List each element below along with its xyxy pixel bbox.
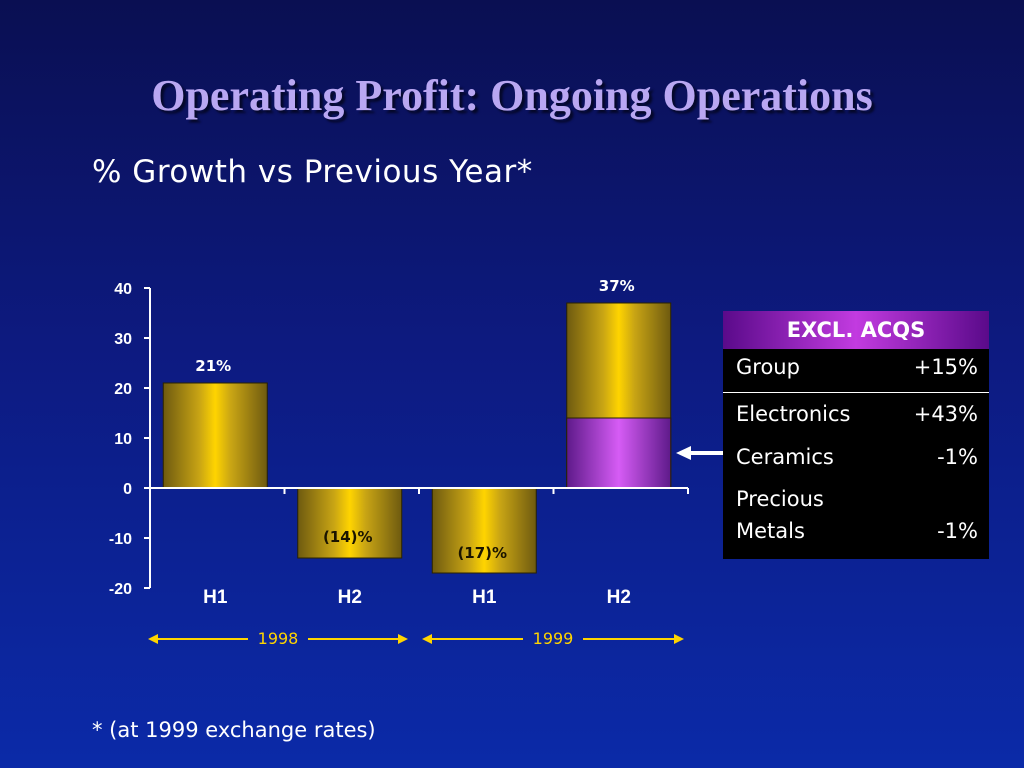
slide-subtitle: % Growth vs Previous Year* — [92, 154, 533, 190]
year-arrow-head — [398, 634, 408, 644]
data-label: 37% — [599, 277, 635, 295]
y-tick-label: 30 — [114, 331, 132, 348]
year-markers: 1998 1999 — [148, 629, 684, 648]
excl-acqs-panel: EXCL. ACQS Group +15% Electronics +43% C… — [723, 311, 989, 559]
data-label: (17)% — [457, 544, 507, 562]
category-label: H1 — [472, 587, 497, 608]
excl-row-name: Group — [736, 355, 800, 379]
bars-layer — [162, 302, 672, 574]
y-tick-label: 20 — [114, 381, 132, 398]
excl-row-name: Metals — [736, 519, 805, 543]
y-tick-label: 10 — [114, 431, 132, 448]
category-label: H2 — [338, 587, 362, 608]
excl-row-name: Precious — [736, 487, 824, 511]
data-label: 21% — [195, 357, 231, 375]
slide-title: Operating Profit: Ongoing Operations — [151, 71, 873, 120]
year-arrow-head — [422, 634, 432, 644]
footnote: * (at 1999 exchange rates) — [92, 718, 376, 742]
pointer-arrow — [676, 446, 723, 460]
excl-row-value: -1% — [937, 445, 978, 469]
axes-layer: 40 30 20 10 0 -10 -20 — [109, 281, 689, 598]
bar-excl-acqs — [566, 417, 672, 489]
excl-row-name: Electronics — [736, 402, 851, 426]
labels-layer: H1 21% H2 (14)% H1 (17)% H2 37% — [195, 277, 634, 608]
category-label: H2 — [607, 587, 631, 608]
year-label: 1998 — [258, 629, 299, 648]
y-tick-label: 0 — [123, 481, 132, 498]
category-label: H1 — [203, 587, 228, 608]
excl-row-value: +43% — [913, 402, 978, 426]
y-tick-label: -20 — [109, 581, 132, 598]
year-arrow-head — [674, 634, 684, 644]
excl-row-value: -1% — [937, 519, 978, 543]
y-tick-label: -10 — [109, 531, 132, 548]
excl-divider — [723, 392, 989, 393]
bar — [162, 382, 268, 489]
year-arrow-head — [148, 634, 158, 644]
year-label: 1999 — [533, 629, 574, 648]
bar — [297, 487, 403, 559]
bar — [431, 487, 537, 574]
excl-row-name: Ceramics — [736, 445, 834, 469]
data-label: (14)% — [323, 528, 373, 546]
excl-row-value: +15% — [913, 355, 978, 379]
excl-acqs-header: EXCL. ACQS — [723, 311, 989, 349]
y-tick-label: 40 — [114, 281, 132, 298]
